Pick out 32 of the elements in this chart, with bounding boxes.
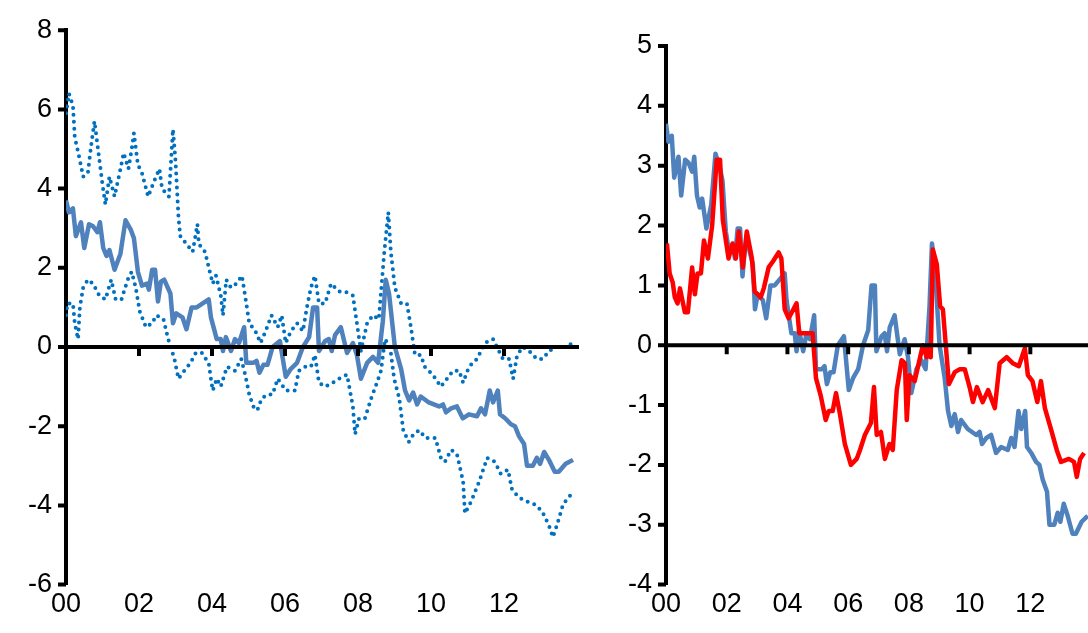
y-tick-label: 4 [636,89,653,120]
y-tick-label: -4 [27,488,53,519]
x-tick-label: 06 [269,588,301,619]
x-tick-label: 10 [954,588,985,619]
y-tick-label: -6 [27,568,53,599]
y-tick-label: 0 [636,328,653,359]
y-tick-label: 1 [636,268,653,299]
x-tick-label: 00 [50,588,82,619]
x-tick-label: 02 [123,588,155,619]
y-tick-label: 6 [36,92,53,123]
x-tick-label: 04 [196,588,228,619]
x-tick-label: 12 [488,588,520,619]
x-tick-label: 02 [711,588,742,619]
x-tick-label: 08 [893,588,924,619]
x-tick-label: 12 [1015,588,1046,619]
x-tick-label: 10 [415,588,447,619]
y-tick-label: 4 [36,172,53,203]
y-tick-label: -2 [27,409,53,440]
y-tick-label: -2 [627,448,653,479]
x-tick-label: 06 [833,588,864,619]
y-tick-label: 2 [36,251,53,282]
y-tick-label: -1 [627,388,653,419]
y-tick-label: 0 [36,330,53,361]
y-tick-label: 5 [636,29,653,60]
y-tick-label: 3 [636,149,653,180]
x-tick-label: 08 [342,588,374,619]
y-tick-label: -4 [627,568,653,599]
x-tick-label: 00 [650,588,682,619]
y-tick-label: 8 [36,13,53,44]
x-tick-label: 04 [772,588,803,619]
y-tick-label: -3 [627,508,653,539]
y-tick-label: 2 [636,208,653,239]
